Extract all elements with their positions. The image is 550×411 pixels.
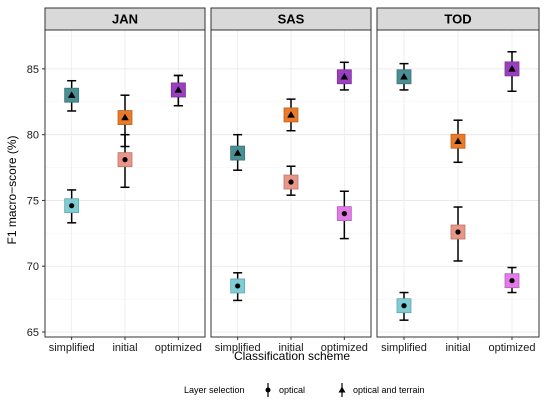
point-simplified-optical-and-terrain (230, 133, 246, 171)
circle-marker (122, 157, 128, 163)
data-marks (64, 74, 186, 224)
legend-label-optical: optical (279, 385, 305, 395)
triangle-marker (174, 86, 183, 93)
point-optimized-optical-and-terrain (336, 61, 352, 91)
triangle-marker (508, 65, 516, 72)
x-tick-label: initial (278, 342, 303, 354)
legend-circle-icon (265, 387, 271, 393)
point-simplified-optical (64, 189, 80, 224)
legend-item-optical: optical (265, 383, 305, 397)
point-simplified-optical-and-terrain (64, 79, 80, 112)
data-marks (230, 61, 352, 302)
y-tick-label: 75 (27, 195, 39, 207)
legend-label-optical-and-terrain: optical and terrain (353, 385, 425, 395)
facet-panel-jan: JAN simplified initial optimized (44, 7, 206, 354)
facet-strip-label: SAS (278, 12, 305, 27)
point-initial-optical (450, 206, 466, 262)
circle-marker (288, 179, 294, 185)
point-optimized-optical-and-terrain (504, 51, 520, 93)
facet-panel-sas: SAS simplified initial optimized (210, 7, 372, 354)
x-tick-label: initial (112, 342, 137, 354)
panel-border (376, 29, 540, 338)
triangle-marker (67, 91, 76, 98)
legend-item-optical-and-terrain: optical and terrain (338, 383, 425, 397)
triangle-marker (400, 72, 408, 80)
x-tick-label: optimized (155, 342, 202, 354)
legend-title: Layer selection (184, 385, 245, 395)
x-tick-label: initial (445, 342, 470, 354)
x-tick-label: optimized (488, 342, 535, 354)
circle-marker (341, 211, 347, 217)
triangle-marker (340, 72, 349, 80)
point-initial-optical-and-terrain (117, 94, 133, 148)
facet-panel-tod: TOD simplified initial optimized (376, 7, 540, 354)
point-simplified-optical (396, 291, 412, 321)
circle-marker (509, 278, 515, 284)
point-optimized-optical-and-terrain (170, 74, 186, 107)
facets: JAN simplified initial optimized SAS simplifi… (44, 7, 540, 354)
circle-marker (69, 203, 75, 209)
y-tick-label: 65 (27, 327, 39, 339)
panel-border (44, 29, 206, 338)
facet-strip-label: JAN (112, 12, 138, 27)
y-axis-label: F1 macro−score (%) (5, 135, 19, 244)
triangle-marker (233, 149, 242, 156)
triangle-marker (121, 113, 129, 121)
legend: Layer selection optical optical and terr… (184, 383, 425, 397)
x-axis-label: Classification scheme (234, 349, 350, 363)
x-tick-label: simplified (381, 342, 427, 354)
point-initial-optical-and-terrain (450, 119, 466, 164)
y-axis: 65 70 75 80 85 (27, 64, 45, 339)
legend-triangle-icon (338, 386, 346, 393)
circle-marker (235, 283, 241, 289)
point-optimized-optical (504, 266, 520, 294)
facet-strip-label: TOD (444, 12, 471, 27)
point-simplified-optical-and-terrain (396, 62, 412, 91)
triangle-marker (287, 111, 295, 118)
panel-border (210, 29, 372, 338)
point-optimized-optical (336, 190, 352, 240)
point-initial-optical-and-terrain (283, 98, 299, 132)
circle-marker (401, 303, 407, 309)
x-tick-label: optimized (321, 342, 368, 354)
x-tick-label: simplified (49, 342, 95, 354)
data-marks (396, 51, 520, 321)
y-tick-label: 70 (27, 261, 39, 273)
y-tick-label: 85 (27, 64, 39, 76)
x-tick-label: simplified (215, 342, 261, 354)
point-simplified-optical (230, 272, 246, 302)
y-tick-label: 80 (27, 130, 39, 142)
point-initial-optical (283, 165, 299, 196)
triangle-marker (454, 137, 462, 144)
circle-marker (455, 229, 461, 235)
